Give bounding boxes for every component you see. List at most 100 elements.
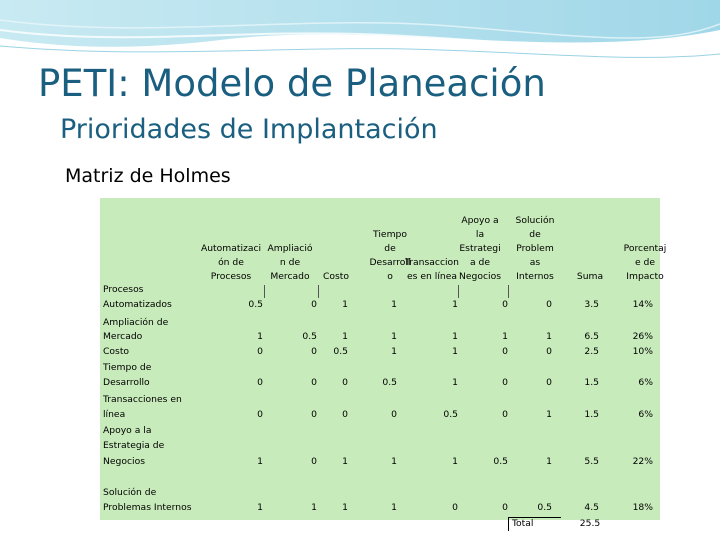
matrix-cell: 1 [342, 299, 348, 310]
matrix-cell: 0 [391, 409, 397, 420]
matrix-cell: 0 [502, 299, 508, 310]
matrix-cell: 3.5 [584, 299, 599, 310]
column-header: e de [634, 257, 656, 268]
row-label: Transacciones en [103, 394, 182, 405]
matrix-cell: 1 [257, 456, 263, 467]
matrix-cell: 1 [342, 502, 348, 513]
matrix-cell: 0 [452, 502, 458, 513]
matrix-cell: 0 [546, 377, 552, 388]
column-divider [264, 285, 265, 298]
matrix-cell: 14% [632, 299, 653, 310]
column-header: Costo [322, 271, 350, 282]
matrix-cell: 0.5 [333, 346, 348, 357]
column-header: Procesos [210, 271, 252, 282]
column-header: Transaccion [404, 257, 459, 268]
row-label: Mercado [103, 331, 143, 342]
column-header: Ampliació [267, 243, 313, 254]
column-header: Impacto [626, 271, 664, 282]
row-label: Automatizados [103, 299, 172, 310]
matrix-cell: 1.5 [584, 409, 599, 420]
matrix-cell: 0 [342, 377, 348, 388]
matrix-cell: 1 [452, 299, 458, 310]
matrix-cell: 1 [257, 502, 263, 513]
matrix-cell: 0.5 [493, 456, 508, 467]
column-header: Negocios [459, 271, 501, 282]
matrix-cell: 1 [546, 456, 552, 467]
matrix-cell: 6% [638, 377, 653, 388]
row-label: Desarrollo [103, 377, 150, 388]
row-label: Ampliación de [103, 317, 169, 328]
matrix-cell: 0.5 [248, 299, 263, 310]
total-value: 25.5 [579, 518, 601, 529]
matrix-cell: 1 [257, 331, 263, 342]
matrix-cell: 1 [546, 331, 552, 342]
matrix-cell: 0 [257, 346, 263, 357]
column-header: Solución [515, 215, 555, 226]
matrix-cell: 0.5 [537, 502, 552, 513]
matrix-cell: 1 [342, 456, 348, 467]
column-divider [458, 285, 459, 298]
matrix-cell: 26% [632, 331, 653, 342]
column-header: de [384, 243, 396, 254]
matrix-cell: 0 [311, 346, 317, 357]
matrix-cell: 1 [452, 346, 458, 357]
matrix-cell: 0 [502, 346, 508, 357]
matrix-cell: 5.5 [584, 456, 599, 467]
row-label: Estrategia de [103, 440, 165, 451]
matrix-cell: 0 [546, 299, 552, 310]
matrix-cell: 0 [311, 409, 317, 420]
column-header: o [387, 271, 393, 282]
matrix-cell: 0 [546, 346, 552, 357]
matrix-cell: 1 [391, 331, 397, 342]
matrix-cell: 0 [502, 409, 508, 420]
column-header: as [529, 257, 541, 268]
matrix-cell: 0.5 [302, 331, 317, 342]
matrix-cell: 1 [452, 331, 458, 342]
row-label: línea [103, 409, 126, 420]
matrix-cell: 1 [391, 456, 397, 467]
column-header: de [529, 229, 541, 240]
column-header: la [475, 229, 485, 240]
matrix-cell: 0 [311, 377, 317, 388]
column-header: Desarroll [369, 257, 411, 268]
matrix-cell: 22% [632, 456, 653, 467]
decorative-header-wave [0, 0, 720, 70]
total-box [508, 517, 561, 531]
total-label: Total [512, 518, 534, 529]
column-header: n de [279, 257, 301, 268]
matrix-cell: 1 [311, 502, 317, 513]
row-label: Problemas Internos [103, 502, 192, 513]
matrix-cell: 1 [391, 299, 397, 310]
matrix-cell: 0 [502, 377, 508, 388]
matrix-cell: 6% [638, 409, 653, 420]
column-header: Porcentaj [623, 243, 667, 254]
column-header: Internos [516, 271, 554, 282]
slide-title: PETI: Modelo de Planeación [38, 62, 546, 105]
matrix-cell: 1.5 [584, 377, 599, 388]
column-header: Mercado [270, 271, 310, 282]
column-header: Automatizaci [200, 243, 262, 254]
column-header: Problem [516, 243, 554, 254]
matrix-cell: 4.5 [584, 502, 599, 513]
matrix-cell: 0.5 [382, 377, 397, 388]
column-header: Apoyo a [461, 215, 499, 226]
matrix-cell: 6.5 [584, 331, 599, 342]
matrix-cell: 1 [342, 331, 348, 342]
matrix-cell: 0 [311, 456, 317, 467]
column-header: a de [469, 257, 491, 268]
matrix-cell: 1 [452, 377, 458, 388]
row-label: Negocios [103, 456, 145, 467]
column-divider [318, 285, 319, 298]
matrix-cell: 0 [502, 502, 508, 513]
row-label: Apoyo a la [103, 425, 152, 436]
column-header: Tiempo [373, 229, 407, 240]
matrix-cell: 1 [452, 456, 458, 467]
column-header: es en línea [407, 271, 457, 282]
column-header: Suma [576, 271, 604, 282]
matrix-cell: 1 [391, 346, 397, 357]
row-label: Costo [103, 346, 130, 357]
slide-subtitle: Prioridades de Implantación [60, 114, 438, 145]
matrix-cell: 0 [257, 409, 263, 420]
matrix-cell: 10% [632, 346, 653, 357]
matrix-cell: 0 [311, 299, 317, 310]
